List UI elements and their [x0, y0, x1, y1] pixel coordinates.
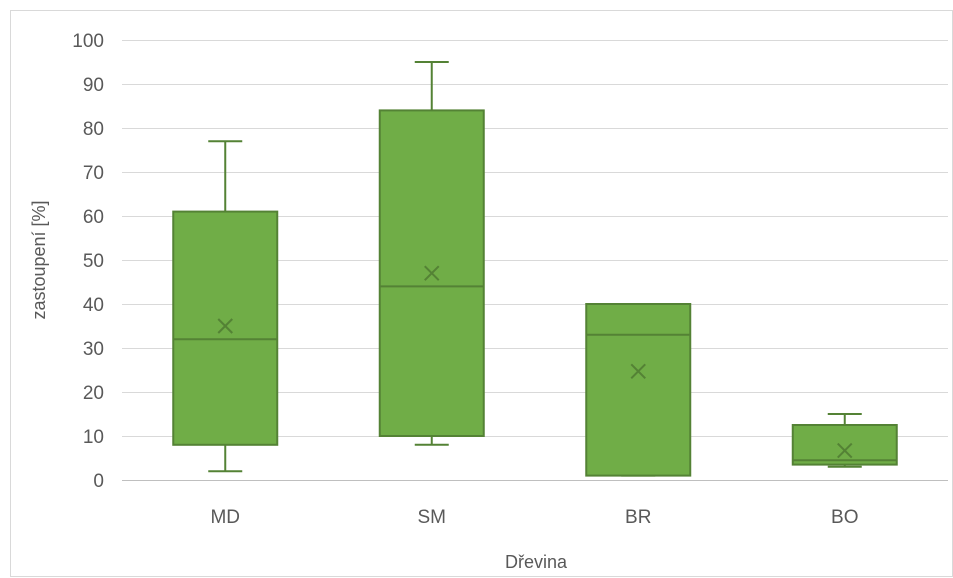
- x-category-label: MD: [210, 507, 240, 528]
- x-category-label: BR: [625, 507, 651, 528]
- y-tick-label: 80: [83, 119, 104, 140]
- mean-marker: [217, 318, 233, 334]
- box-br: [585, 303, 692, 477]
- y-tick-label: 30: [83, 339, 104, 360]
- y-tick-label: 10: [83, 427, 104, 448]
- y-tick-label: 20: [83, 383, 104, 404]
- box-iqr: [585, 303, 692, 477]
- boxplot-series: [172, 61, 898, 477]
- y-tick-label: 70: [83, 163, 104, 184]
- box-md: [172, 140, 279, 473]
- mean-marker: [837, 442, 853, 459]
- x-axis-categories: MD SM BR BO: [210, 507, 858, 528]
- y-tick-label: 50: [83, 251, 104, 272]
- box-sm: [378, 61, 485, 446]
- y-tick-label: 90: [83, 75, 104, 96]
- y-tick-label: 40: [83, 295, 104, 316]
- y-axis-title: zastoupení [%]: [29, 200, 49, 319]
- box-bo: [791, 413, 898, 468]
- y-tick-label: 100: [72, 31, 104, 52]
- x-axis-title: Dřevina: [505, 552, 568, 572]
- mean-marker: [630, 363, 646, 380]
- y-axis-ticks: 0 10 20 30 40 50 60 70 80 90 100: [72, 31, 104, 492]
- x-category-label: SM: [418, 507, 447, 528]
- x-category-label: BO: [831, 507, 858, 528]
- mean-marker: [424, 265, 440, 281]
- y-tick-label: 0: [93, 471, 104, 492]
- box-iqr: [791, 424, 898, 466]
- box-iqr: [172, 210, 279, 446]
- y-tick-label: 60: [83, 207, 104, 228]
